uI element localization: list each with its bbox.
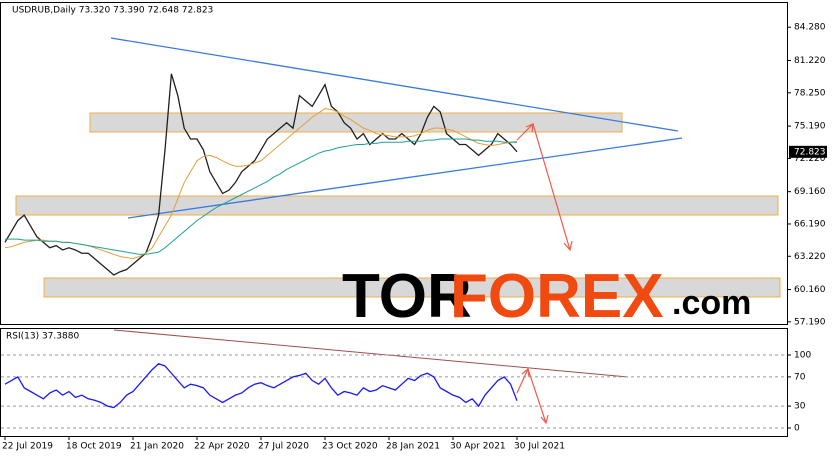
y-tick-label: 75.190 (794, 122, 826, 132)
x-tick-label: 18 Oct 2019 (66, 442, 122, 452)
price-tag-label: 72.823 (794, 147, 826, 157)
y-tick-label: 78.250 (794, 88, 826, 98)
x-tick-label: 23 Oct 2020 (322, 442, 378, 452)
y-tick-label: 30 (794, 402, 806, 412)
watermark-text: .com (672, 284, 751, 322)
y-tick-label: 0 (794, 424, 800, 434)
y-tick-label: 63.220 (794, 252, 826, 262)
rsi-panel (0, 328, 788, 437)
price-panel (0, 2, 788, 325)
series-line (5, 138, 517, 255)
y-tick-label: 100 (794, 351, 811, 361)
support-zone (43, 277, 781, 298)
resistance-zone (89, 112, 623, 133)
y-tick-label: 70 (794, 372, 806, 382)
x-tick-label: 30 Apr 2021 (450, 442, 506, 452)
rsi-trendline (113, 329, 629, 378)
x-tick-label: 30 Jul 2021 (514, 442, 565, 452)
watermark-text: FOREX (450, 262, 664, 331)
arrowhead (521, 367, 530, 378)
series-line (4, 363, 518, 409)
x-tick-label: 22 Apr 2020 (194, 442, 250, 452)
price-tag (789, 145, 827, 158)
series-line (4, 73, 518, 276)
x-tick-label: 27 Jul 2020 (258, 442, 309, 452)
watermark-text: TOR (342, 262, 472, 331)
x-tick-label: 28 Jan 2021 (386, 442, 440, 452)
trendline (127, 137, 683, 219)
rsi-title: RSI(13) 37.3880 (6, 332, 79, 342)
watermark: TOR FOREX .com (342, 262, 751, 331)
arrowhead (525, 123, 534, 133)
zones (15, 112, 781, 298)
chart-title: USDRUB,Daily 73.320 73.390 72.648 72.823 (12, 6, 213, 16)
y-tick-label: 84.280 (794, 23, 826, 33)
x-tick-label: 21 Jan 2020 (130, 442, 184, 452)
support-zone (15, 195, 779, 216)
y-tick-label: 72.220 (794, 154, 826, 164)
arrowhead (540, 414, 549, 425)
forecast-arrows (516, 122, 573, 425)
y-tick-label: 57.190 (794, 317, 826, 327)
y-tick-label: 66.190 (794, 219, 826, 229)
arrowhead (563, 240, 573, 252)
trendline (110, 37, 679, 132)
y-tick-label: 81.220 (794, 56, 826, 66)
y-tick-label: 60.160 (794, 285, 826, 295)
y-tick-label: 69.160 (794, 187, 826, 197)
x-tick-label: 22 Jul 2019 (2, 442, 53, 452)
